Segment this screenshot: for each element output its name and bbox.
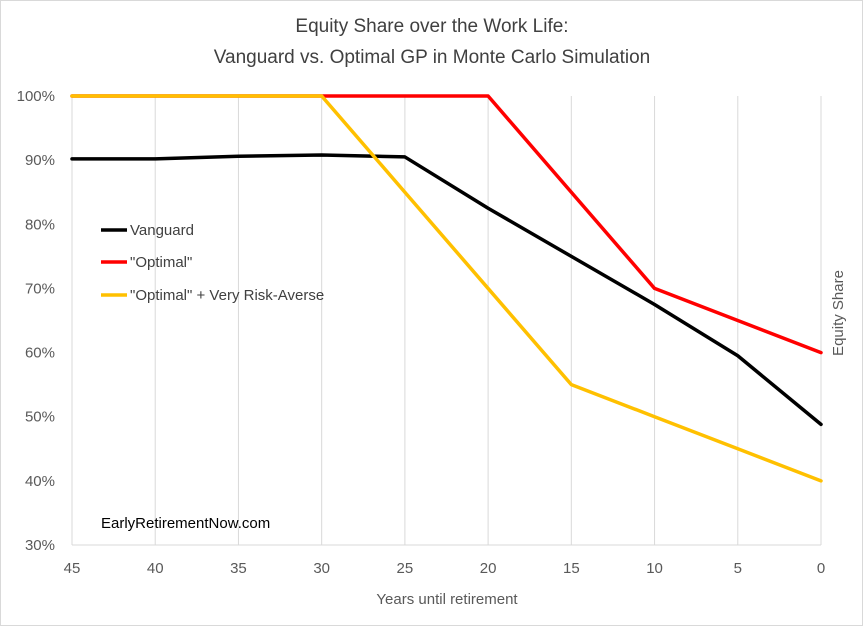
x-tick-label: 20	[480, 560, 497, 577]
legend-label: "Optimal"	[130, 254, 192, 271]
legend: Vanguard "Optimal" "Optimal" + Very Risk-A…	[101, 222, 324, 304]
y-tick-label: 80%	[25, 216, 55, 233]
x-tick-label: 5	[734, 560, 742, 577]
x-tick-label: 10	[646, 560, 663, 577]
series-lines	[70, 94, 823, 483]
chart-title-line2: Vanguard vs. Optimal GP in Monte Carlo S…	[214, 47, 651, 68]
y-tick-label: 60%	[25, 345, 55, 362]
x-tick-label: 15	[563, 560, 580, 577]
y-tick-label: 50%	[25, 409, 55, 426]
legend-label: "Optimal" + Very Risk-Averse	[130, 287, 324, 304]
watermark-annotation: EarlyRetirementNow.com	[101, 515, 270, 532]
y-tick-label: 40%	[25, 473, 55, 490]
x-tick-label: 0	[817, 560, 825, 577]
gridlines	[71, 96, 822, 545]
x-tick-label: 35	[230, 560, 247, 577]
y-tick-label: 30%	[25, 537, 55, 554]
series-line	[70, 94, 823, 483]
y-axis-label: Equity Share	[830, 270, 847, 356]
x-tick-label: 25	[397, 560, 414, 577]
legend-label: Vanguard	[130, 222, 194, 239]
y-tick-label: 70%	[25, 280, 55, 297]
chart-title-line1: Equity Share over the Work Life:	[295, 16, 568, 37]
x-tick-label: 45	[64, 560, 81, 577]
x-tick-label: 40	[147, 560, 164, 577]
x-tick-label: 30	[313, 560, 330, 577]
x-axis-label: Years until retirement	[376, 591, 518, 608]
series-line	[70, 153, 823, 427]
y-tick-label: 100%	[17, 88, 55, 105]
axes: 45 40 35 30 25 20 15 10 5 0 30% 40% 50% 60% 70% 80% 90% 1…	[17, 88, 826, 577]
y-tick-label: 90%	[25, 152, 55, 169]
